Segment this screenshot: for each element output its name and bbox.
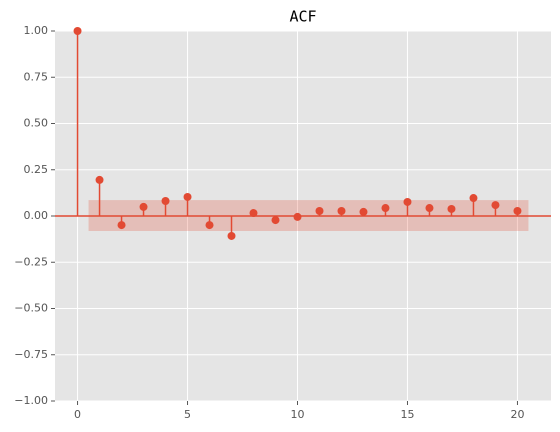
- y-tick-label: −0.50: [14, 302, 48, 315]
- marker: [469, 194, 478, 203]
- marker: [271, 216, 280, 225]
- y-tick-label: −0.75: [14, 348, 48, 361]
- y-tick-label: 0.25: [24, 163, 49, 176]
- marker: [161, 197, 170, 206]
- marker: [447, 204, 456, 213]
- marker: [95, 175, 104, 184]
- x-tick-label: 0: [74, 408, 81, 421]
- y-tick-label: 0.00: [24, 209, 49, 222]
- y-tick-label: 1.00: [24, 24, 49, 37]
- marker: [293, 212, 302, 221]
- marker: [205, 221, 214, 230]
- y-tick-label: −0.25: [14, 255, 48, 268]
- marker: [403, 197, 412, 206]
- marker: [227, 231, 236, 240]
- marker: [315, 207, 324, 216]
- marker: [117, 221, 126, 230]
- marker: [183, 192, 192, 201]
- y-tick-label: 0.75: [24, 70, 49, 83]
- x-tick-label: 20: [510, 408, 524, 421]
- marker: [359, 207, 368, 216]
- y-tick-label: 0.50: [24, 117, 49, 130]
- chart-title: ACF: [289, 8, 316, 26]
- y-tick-label: −1.00: [14, 394, 48, 407]
- x-tick-label: 15: [400, 408, 414, 421]
- marker: [73, 27, 82, 35]
- marker: [491, 201, 500, 210]
- x-tick-label: 10: [291, 408, 305, 421]
- marker: [249, 209, 258, 218]
- marker: [337, 207, 346, 216]
- marker: [139, 202, 148, 211]
- marker: [513, 207, 522, 216]
- marker: [381, 204, 390, 213]
- marker: [425, 204, 434, 213]
- x-tick-label: 5: [184, 408, 191, 421]
